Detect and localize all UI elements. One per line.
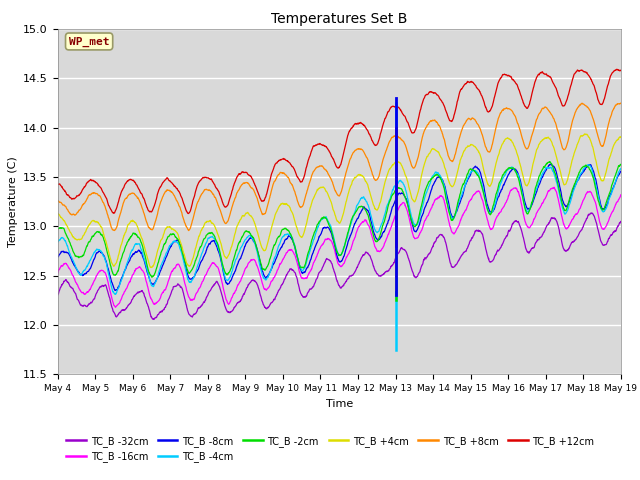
- Legend: TC_B -32cm, TC_B -16cm, TC_B -8cm, TC_B -4cm, TC_B -2cm, TC_B +4cm, TC_B +8cm, T: TC_B -32cm, TC_B -16cm, TC_B -8cm, TC_B …: [63, 432, 598, 466]
- Y-axis label: Temperature (C): Temperature (C): [8, 156, 17, 247]
- Text: WP_met: WP_met: [69, 36, 109, 47]
- Title: Temperatures Set B: Temperatures Set B: [271, 12, 408, 26]
- X-axis label: Time: Time: [326, 399, 353, 408]
